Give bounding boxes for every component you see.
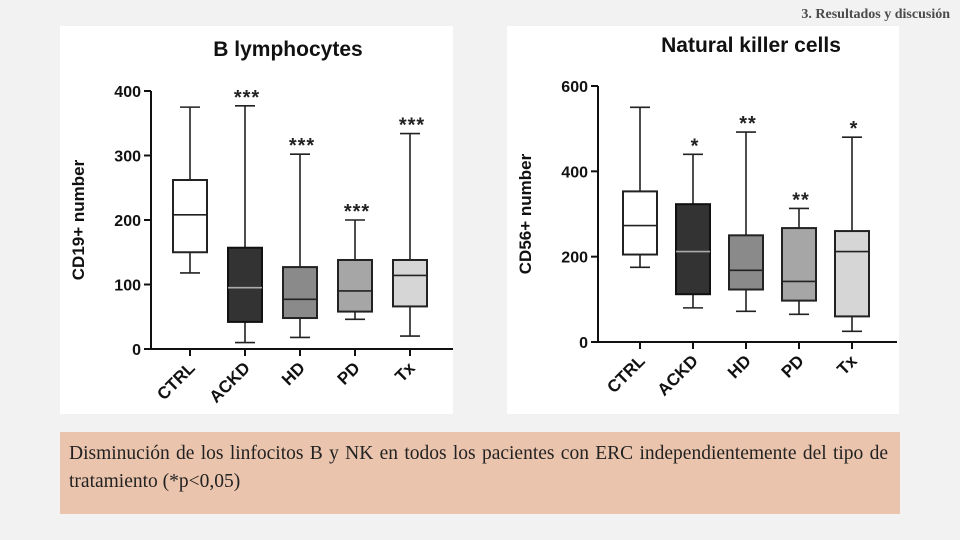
significance-label: * [691,135,700,157]
y-axis-label: CD56+ number [516,153,535,274]
x-tick-label-ackd: ACKD [206,358,254,406]
box-ctrl [172,179,208,254]
significance-label: *** [399,115,425,137]
box-ackd [675,203,711,296]
x-tick-label-tx: Tx [833,351,861,379]
x-tick-label-pd: PD [778,351,808,381]
x-tick-label-tx: Tx [391,358,419,386]
y-tick-label: 400 [561,164,588,181]
box-pd [337,258,373,313]
box-pd [781,227,817,302]
significance-label: * [850,118,859,140]
x-tick-label-ackd: ACKD [654,351,702,399]
x-tick-label-ctrl: CTRL [603,351,648,396]
y-tick-label: 300 [114,149,141,166]
significance-label: *** [234,87,260,109]
significance-label: ** [739,113,757,135]
box-hd [728,234,764,291]
caption-box: Disminución de los linfocitos B y NK en … [60,432,900,514]
box-tx [392,258,428,308]
y-tick-label: 200 [561,250,588,267]
b-lymphocytes-panel: B lymphocytes CD19+ number 0 100 200 300 400 CT… [60,26,453,414]
significance-label: *** [344,201,370,223]
y-tick-label: 0 [132,342,141,359]
y-tick-label: 200 [114,213,141,230]
x-tick-label-pd: PD [334,358,364,388]
y-tick-label: 100 [114,278,141,295]
box-ctrl [622,190,658,256]
box-ackd [227,246,263,323]
significance-label: *** [289,135,315,157]
y-tick-label: 600 [561,79,588,96]
caption-text: Disminución de los linfocitos B y NK en … [69,443,888,492]
y-tick-label: 0 [579,335,588,352]
chart-title: B lymphocytes [213,38,362,61]
y-axis-label: CD19+ number [69,159,88,280]
chart-title: Natural killer cells [661,34,841,57]
significance-label: ** [792,189,810,211]
box-hd [282,266,318,320]
box-tx [834,230,870,318]
b-lymphocytes-chart: B lymphocytes CD19+ number 0 100 200 300 400 CT… [69,38,453,407]
x-tick-label-hd: HD [278,358,309,389]
y-tick-label: 400 [114,84,141,101]
nk-cells-panel: Natural killer cells CD56+ number 0 200 400 6… [507,26,899,414]
x-tick-label-ctrl: CTRL [153,358,198,403]
x-tick-label-hd: HD [724,351,755,382]
nk-cells-chart: Natural killer cells CD56+ number 0 200 400 6… [516,34,897,400]
section-title: 3. Resultados y discusión [801,7,950,22]
